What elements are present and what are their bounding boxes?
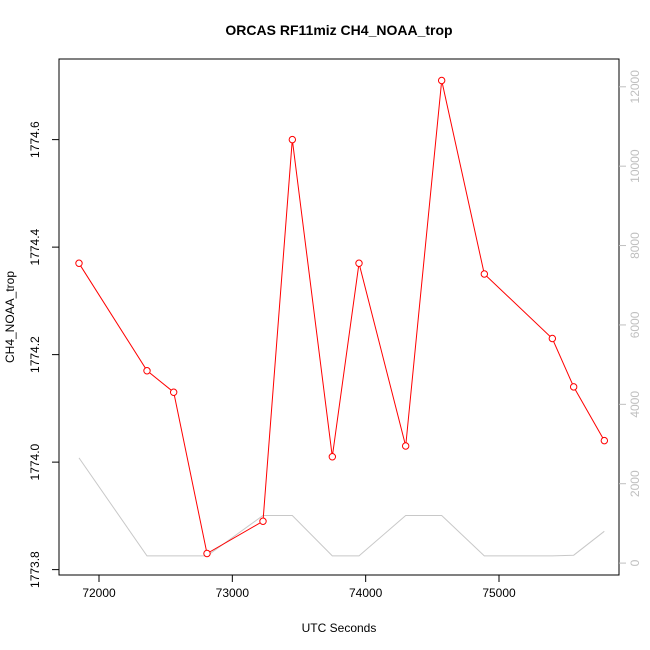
secondary-series-line — [78, 457, 605, 557]
x-tick-label: 74000 — [349, 586, 383, 600]
y-tick-label: 1774.6 — [28, 121, 42, 158]
y-tick-label: 1773.8 — [28, 551, 42, 588]
ch4-data-point — [169, 388, 178, 396]
ch4-data-point — [328, 453, 337, 461]
ch4-data-point — [600, 436, 609, 445]
y2-axis-right: 0 2000 4000 6000 8000 10000 12000 — [619, 70, 642, 566]
y2-tick-label: 10000 — [628, 149, 642, 183]
y2-tick-label: 2000 — [628, 470, 642, 497]
y2-tick-label: 12000 — [628, 70, 642, 104]
ch4-data-point — [259, 517, 267, 525]
x-axis: 72000 73000 74000 75000 — [82, 575, 516, 600]
chart-title: ORCAS RF11miz CH4_NOAA_trop — [225, 22, 452, 38]
y2-tick-label: 8000 — [628, 232, 642, 259]
y-tick-label: 1774.4 — [28, 228, 42, 265]
ch4-data-point — [480, 270, 489, 278]
ch4-data-point — [203, 549, 211, 558]
ch4-data-point — [143, 367, 151, 375]
ch4-series-line — [78, 80, 605, 555]
y2-tick-label: 0 — [628, 559, 642, 566]
y2-tick-label: 6000 — [628, 311, 642, 338]
x-axis-label: UTC Seconds — [302, 621, 377, 635]
ch4-data-point — [288, 135, 297, 144]
y2-tick-label: 4000 — [628, 391, 642, 418]
y-axis-label: CH4_NOAA_trop — [3, 271, 17, 363]
ch4-data-point — [401, 442, 410, 450]
ch4-data-point — [569, 383, 578, 391]
ch4-data-point — [355, 259, 363, 267]
ch4-data-point — [75, 259, 83, 267]
ch4-data-point — [548, 334, 557, 343]
series-layer — [75, 76, 609, 558]
x-tick-label: 73000 — [216, 586, 250, 600]
ch4-data-point — [437, 76, 446, 85]
y-tick-label: 1774.2 — [28, 336, 42, 373]
x-tick-label: 75000 — [482, 586, 516, 600]
y-tick-label: 1774.0 — [28, 443, 42, 480]
plot-frame — [58, 58, 620, 576]
y-axis: 1773.8 1774.0 1774.2 1774.4 1774.6 — [28, 121, 59, 588]
x-tick-label: 72000 — [82, 586, 116, 600]
